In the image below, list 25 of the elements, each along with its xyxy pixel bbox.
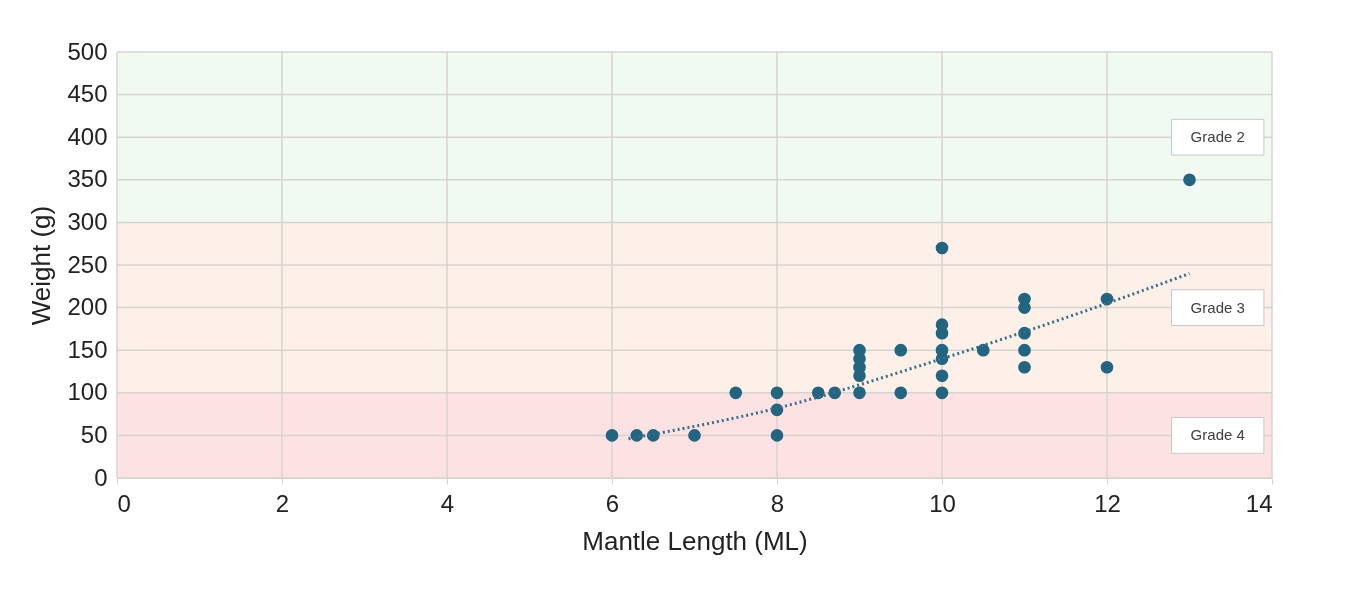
x-tick-label: 12 — [1094, 489, 1121, 517]
y-tick-label: 450 — [67, 80, 108, 108]
x-axis-title: Mantle Length (ML) — [582, 525, 808, 556]
x-tick-label: 4 — [440, 489, 455, 517]
x-tick-label: 14 — [1245, 489, 1273, 517]
y-tick-label: 50 — [80, 420, 108, 448]
y-tick-label: 300 — [67, 207, 108, 235]
x-tick-label: 10 — [929, 489, 956, 517]
y-axis-title: Weight (g) — [26, 205, 57, 326]
y-tick-label: 400 — [67, 122, 108, 150]
line-series — [627, 272, 1191, 441]
x-tick-label: 8 — [770, 489, 785, 517]
band-label: Grade 4 — [1190, 426, 1245, 444]
y-tick-label: 250 — [67, 250, 108, 278]
x-tick-label: 0 — [117, 489, 131, 517]
x-tick-label: 6 — [605, 489, 620, 517]
band-label: Grade 3 — [1190, 298, 1245, 316]
x-tick-label: 2 — [275, 489, 290, 517]
y-tick-label: 200 — [67, 293, 108, 321]
y-tick-label: 350 — [67, 165, 108, 193]
y-tick-label: 150 — [67, 335, 108, 363]
band-label: Grade 2 — [1190, 128, 1245, 146]
y-tick-label: 100 — [67, 378, 108, 406]
y-tick-label: 500 — [67, 37, 108, 65]
y-tick-label: 0 — [94, 463, 108, 491]
